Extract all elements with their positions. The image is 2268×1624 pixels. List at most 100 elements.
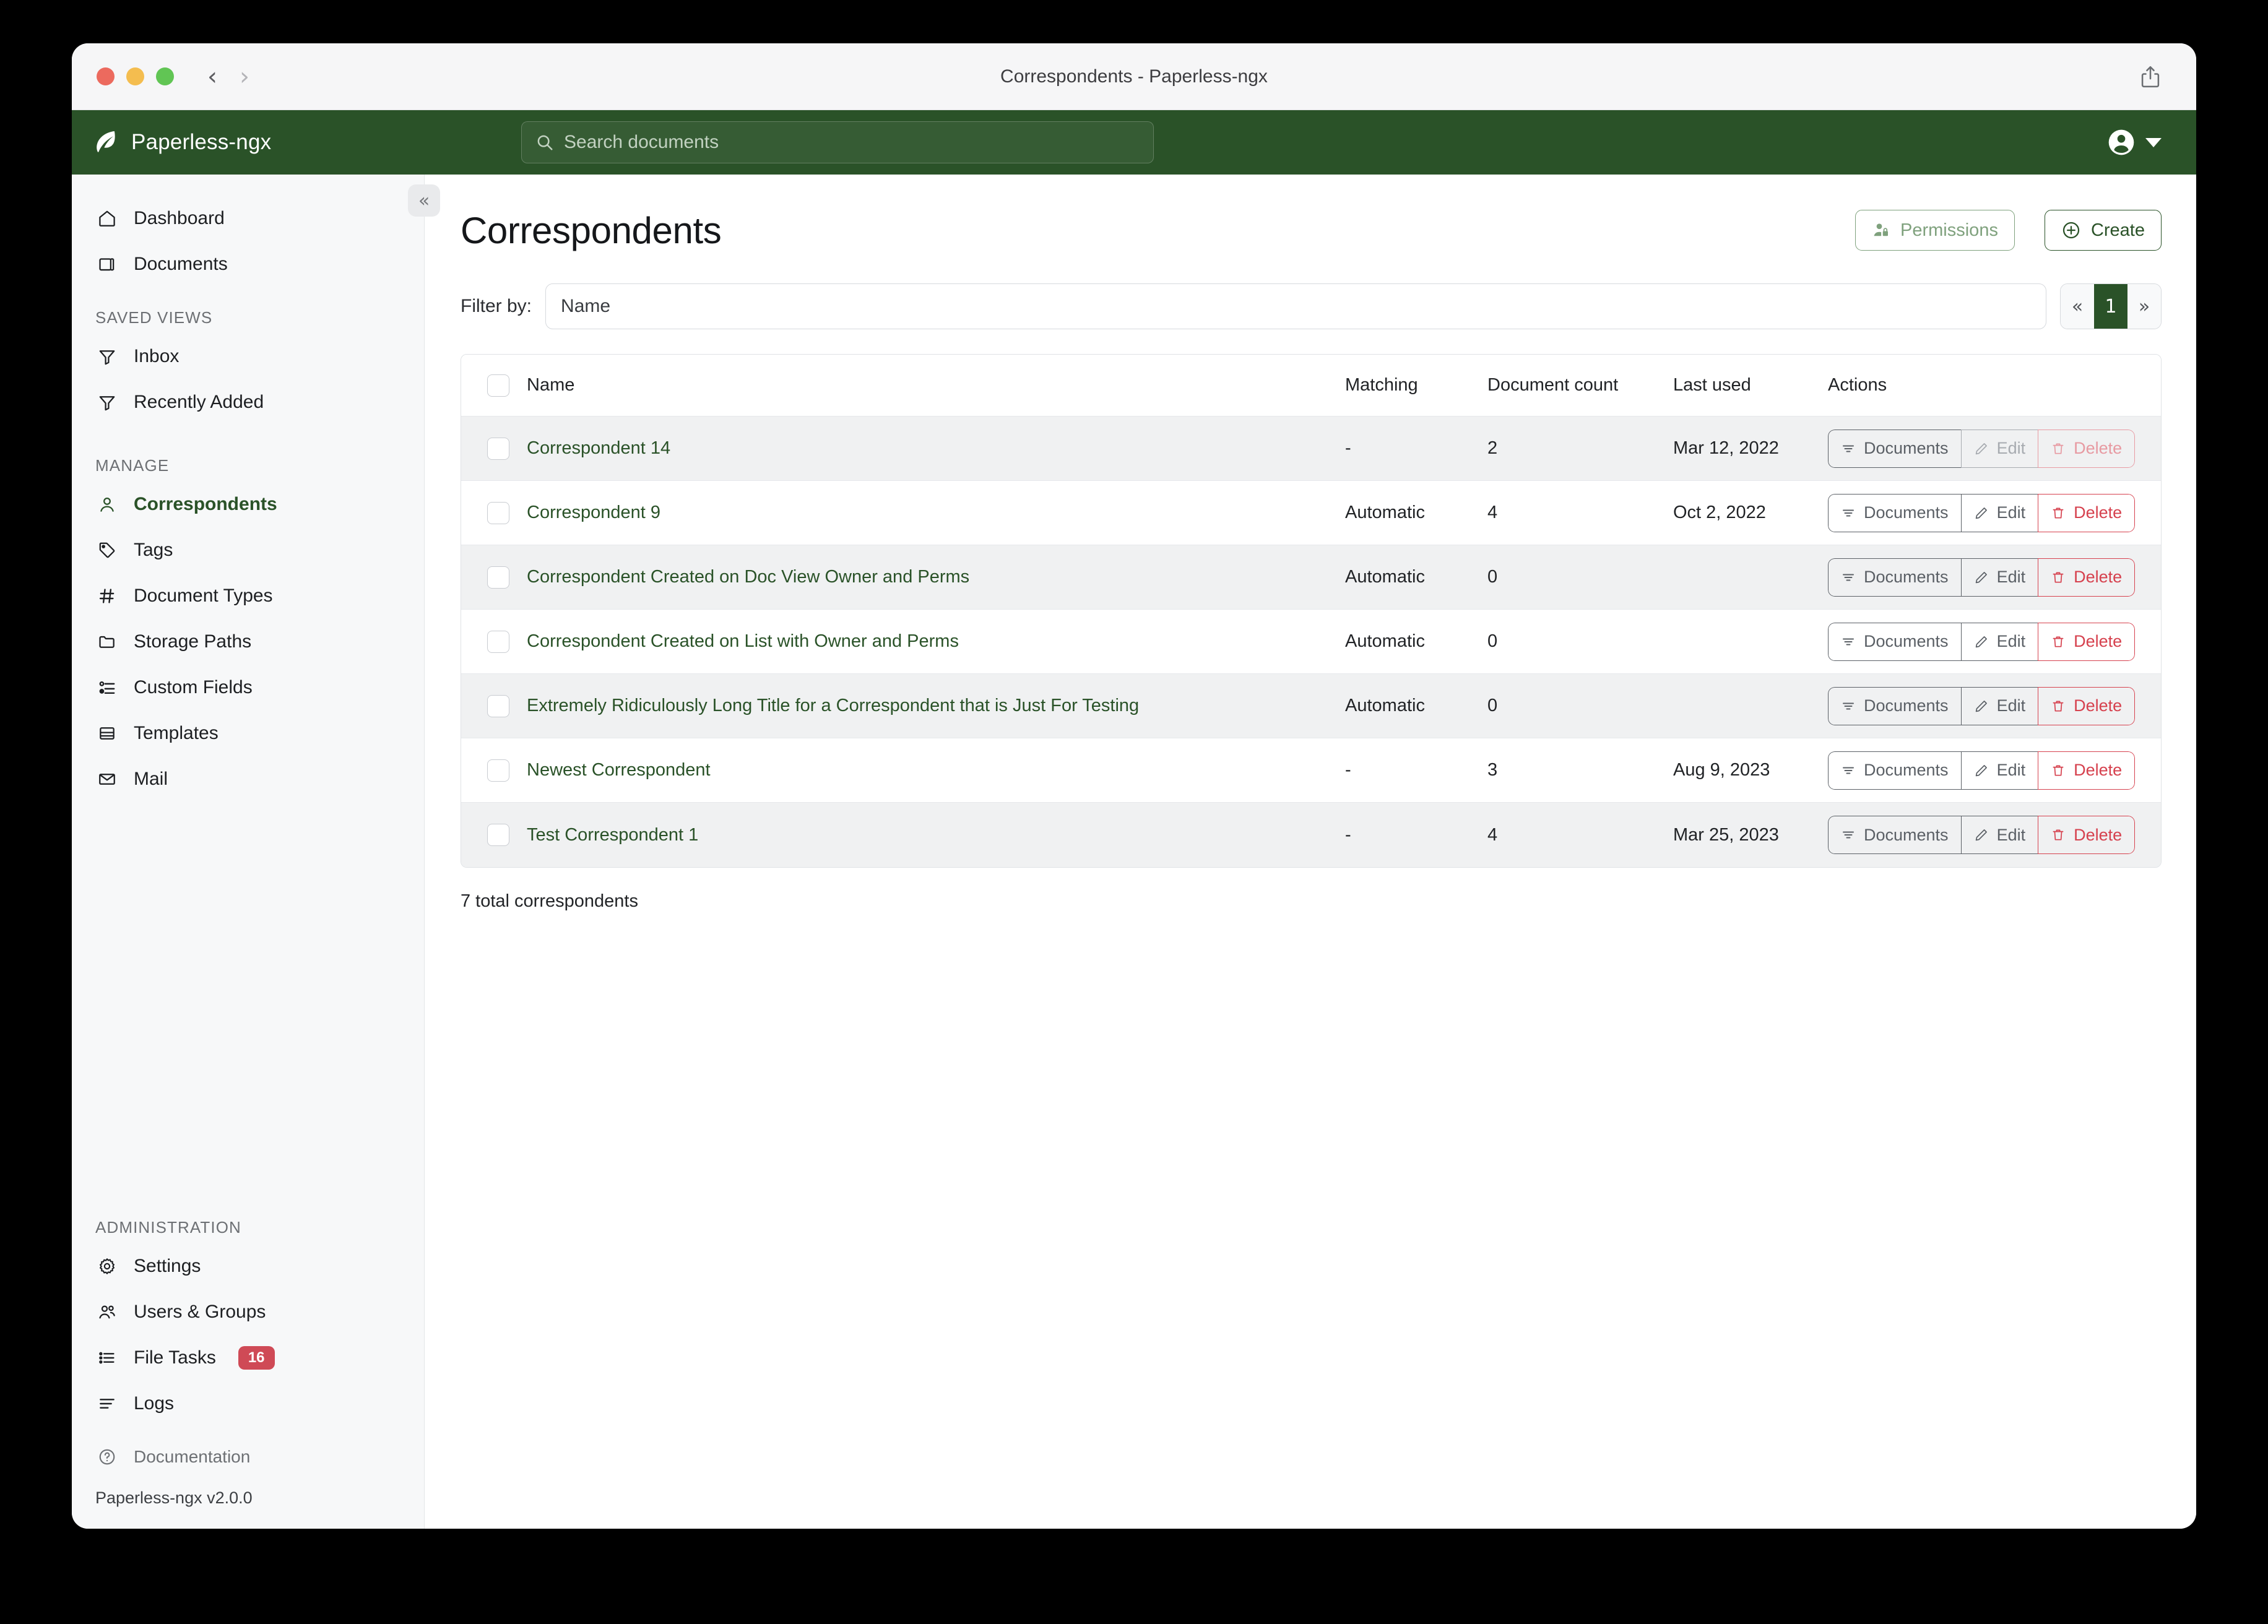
pagination-prev-button[interactable]: « [2061, 284, 2094, 329]
forward-arrow-icon[interactable]: › [240, 62, 249, 91]
app-version: Paperless-ngx v2.0.0 [95, 1488, 253, 1507]
edit-button[interactable]: Edit [1960, 622, 2038, 661]
filter-input[interactable]: Name [545, 283, 2046, 329]
row-checkbox[interactable] [487, 437, 509, 460]
row-document-count: 3 [1487, 760, 1498, 780]
sidebar-item-inbox[interactable]: Inbox [72, 334, 424, 379]
funnel-icon [95, 392, 119, 412]
sidebar-item-mail[interactable]: Mail [72, 756, 424, 802]
funnel-icon [95, 347, 119, 366]
sidebar-item-recently-added[interactable]: Recently Added [72, 379, 424, 425]
row-checkbox[interactable] [487, 824, 509, 846]
row-actions: Documents Edit Delete [1828, 816, 2136, 854]
delete-button[interactable]: Delete [2038, 622, 2136, 661]
brand[interactable]: Paperless-ngx [93, 129, 402, 156]
search-input[interactable]: Search documents [521, 121, 1154, 163]
correspondent-name-link[interactable]: Correspondent 14 [527, 438, 671, 458]
column-header-document-count[interactable]: Document count [1487, 375, 1619, 395]
edit-button[interactable]: Edit [1960, 429, 2038, 468]
sidebar-item-custom-fields[interactable]: Custom Fields [72, 665, 424, 710]
edit-button[interactable]: Edit [1960, 751, 2038, 790]
delete-button[interactable]: Delete [2038, 816, 2136, 854]
correspondent-name-link[interactable]: Correspondent 9 [527, 503, 661, 522]
row-checkbox[interactable] [487, 501, 509, 524]
permissions-button[interactable]: Permissions [1855, 210, 2015, 251]
create-button[interactable]: Create [2044, 210, 2162, 251]
documents-button[interactable]: Documents [1828, 751, 1961, 790]
pagination-next-button[interactable]: » [2127, 284, 2161, 329]
correspondent-name-link[interactable]: Newest Correspondent [527, 760, 711, 780]
delete-button-label: Delete [2074, 761, 2123, 779]
maximize-window-button[interactable] [156, 67, 174, 85]
select-all-checkbox[interactable] [487, 374, 509, 397]
row-checkbox[interactable] [487, 566, 509, 589]
table-row: Correspondent Created on Doc View Owner … [461, 545, 2161, 610]
sidebar-item-tags[interactable]: Tags [72, 527, 424, 573]
sidebar-item-file-tasks[interactable]: File Tasks 16 [72, 1335, 424, 1381]
documents-button[interactable]: Documents [1828, 429, 1961, 468]
row-checkbox[interactable] [487, 630, 509, 653]
edit-button[interactable]: Edit [1960, 816, 2038, 854]
delete-button[interactable]: Delete [2038, 686, 2136, 725]
back-arrow-icon[interactable]: ‹ [207, 62, 217, 91]
row-document-count: 0 [1487, 631, 1498, 651]
sidebar-item-logs[interactable]: Logs [72, 1381, 424, 1427]
delete-button[interactable]: Delete [2038, 493, 2136, 532]
row-actions: Documents Edit Delete [1828, 686, 2136, 725]
sidebar-item-correspondents[interactable]: Correspondents [72, 482, 424, 527]
edit-button-label: Edit [1996, 825, 2026, 844]
correspondent-name-link[interactable]: Correspondent Created on List with Owner… [527, 631, 959, 651]
correspondent-name-link[interactable]: Extremely Ridiculously Long Title for a … [527, 696, 1140, 715]
template-icon [95, 723, 119, 743]
envelope-icon [95, 769, 119, 789]
sidebar-item-storage-paths[interactable]: Storage Paths [72, 619, 424, 665]
filter-label: Filter by: [461, 296, 532, 316]
documents-button[interactable]: Documents [1828, 686, 1961, 725]
edit-button[interactable]: Edit [1960, 558, 2038, 597]
window-titlebar: ‹ › Correspondents - Paperless-ngx [72, 43, 2196, 110]
person-lock-icon [1872, 221, 1890, 240]
app-window: ‹ › Correspondents - Paperless-ngx Paper… [72, 43, 2196, 1529]
pencil-icon [1974, 827, 1989, 842]
sidebar-spacer [72, 802, 424, 1197]
sidebar-item-documents[interactable]: Documents [72, 241, 424, 287]
column-header-name[interactable]: Name [527, 375, 575, 395]
row-checkbox[interactable] [487, 694, 509, 717]
column-header-matching[interactable]: Matching [1345, 375, 1418, 395]
edit-button[interactable]: Edit [1960, 493, 2038, 532]
sidebar-item-documentation[interactable]: Documentation [72, 1435, 424, 1479]
sidebar-item-document-types[interactable]: Document Types [72, 573, 424, 619]
task-list-icon [95, 1348, 119, 1368]
sidebar-item-settings[interactable]: Settings [72, 1243, 424, 1289]
delete-button[interactable]: Delete [2038, 751, 2136, 790]
minimize-window-button[interactable] [126, 67, 144, 85]
close-window-button[interactable] [97, 67, 115, 85]
sidebar-item-templates[interactable]: Templates [72, 710, 424, 756]
sidebar-item-users-groups[interactable]: Users & Groups [72, 1289, 424, 1335]
table-row: Newest Correspondent - 3 Aug 9, 2023 Doc… [461, 738, 2161, 803]
edit-button-label: Edit [1996, 632, 2026, 650]
pencil-icon [1974, 634, 1989, 649]
documents-button[interactable]: Documents [1828, 493, 1961, 532]
user-menu-button[interactable] [2107, 128, 2162, 157]
column-header-last-used[interactable]: Last used [1673, 375, 1751, 395]
edit-button[interactable]: Edit [1960, 686, 2038, 725]
sidebar-item-label: Tags [134, 540, 173, 560]
share-icon[interactable] [2137, 63, 2164, 90]
documents-button[interactable]: Documents [1828, 816, 1961, 854]
delete-button[interactable]: Delete [2038, 558, 2136, 597]
correspondent-name-link[interactable]: Test Correspondent 1 [527, 824, 699, 845]
sidebar-item-dashboard[interactable]: Dashboard [72, 196, 424, 241]
correspondent-name-link[interactable]: Correspondent Created on Doc View Owner … [527, 567, 970, 587]
delete-button[interactable]: Delete [2038, 429, 2136, 468]
app-navbar: Paperless-ngx Search documents [72, 110, 2196, 175]
pencil-icon [1974, 441, 1989, 456]
sidebar-item-label: Dashboard [134, 208, 225, 228]
filter-list-icon [1841, 570, 1856, 585]
pagination-page-1[interactable]: 1 [2094, 284, 2127, 329]
row-matching: - [1345, 438, 1351, 458]
sidebar-collapse-button[interactable]: « [408, 184, 440, 217]
row-checkbox[interactable] [487, 759, 509, 782]
documents-button[interactable]: Documents [1828, 558, 1961, 597]
documents-button[interactable]: Documents [1828, 622, 1961, 661]
